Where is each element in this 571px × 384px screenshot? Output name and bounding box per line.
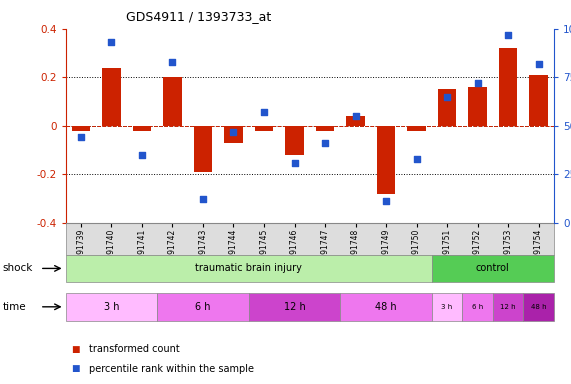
Text: 12 h: 12 h: [284, 302, 305, 312]
Bar: [377, 126, 395, 194]
Point: [504, 31, 513, 38]
Point: [351, 113, 360, 119]
Point: [443, 94, 452, 100]
Text: GDS4911 / 1393733_at: GDS4911 / 1393733_at: [126, 10, 271, 23]
Text: 3 h: 3 h: [441, 304, 453, 310]
Text: ■: ■: [71, 364, 80, 373]
Point: [259, 109, 268, 115]
Text: 12 h: 12 h: [500, 304, 516, 310]
Point: [138, 152, 147, 158]
Point: [290, 159, 299, 166]
Text: percentile rank within the sample: percentile rank within the sample: [89, 364, 254, 374]
Point: [320, 140, 329, 146]
Text: 6 h: 6 h: [472, 304, 483, 310]
Bar: [72, 126, 90, 131]
Text: transformed count: transformed count: [89, 344, 179, 354]
Point: [381, 198, 391, 204]
Text: shock: shock: [3, 263, 33, 273]
Text: 48 h: 48 h: [531, 304, 546, 310]
Point: [473, 80, 482, 86]
Point: [77, 134, 86, 141]
Bar: [286, 126, 304, 155]
Text: ■: ■: [71, 345, 80, 354]
Point: [107, 39, 116, 45]
Text: control: control: [476, 263, 510, 273]
Point: [229, 129, 238, 135]
Text: time: time: [3, 302, 26, 312]
Bar: [224, 126, 243, 143]
Bar: [133, 126, 151, 131]
Bar: [316, 126, 334, 131]
Point: [534, 61, 543, 67]
Text: 6 h: 6 h: [195, 302, 211, 312]
Bar: [255, 126, 273, 131]
Bar: [468, 87, 486, 126]
Bar: [102, 68, 120, 126]
Bar: [529, 75, 548, 126]
Text: 48 h: 48 h: [375, 302, 397, 312]
Bar: [438, 89, 456, 126]
Point: [198, 196, 207, 202]
Text: traumatic brain injury: traumatic brain injury: [195, 263, 302, 273]
Bar: [499, 48, 517, 126]
Bar: [347, 116, 365, 126]
Bar: [194, 126, 212, 172]
Point: [168, 59, 177, 65]
Bar: [408, 126, 426, 131]
Text: 3 h: 3 h: [104, 302, 119, 312]
Point: [412, 156, 421, 162]
Bar: [163, 77, 182, 126]
